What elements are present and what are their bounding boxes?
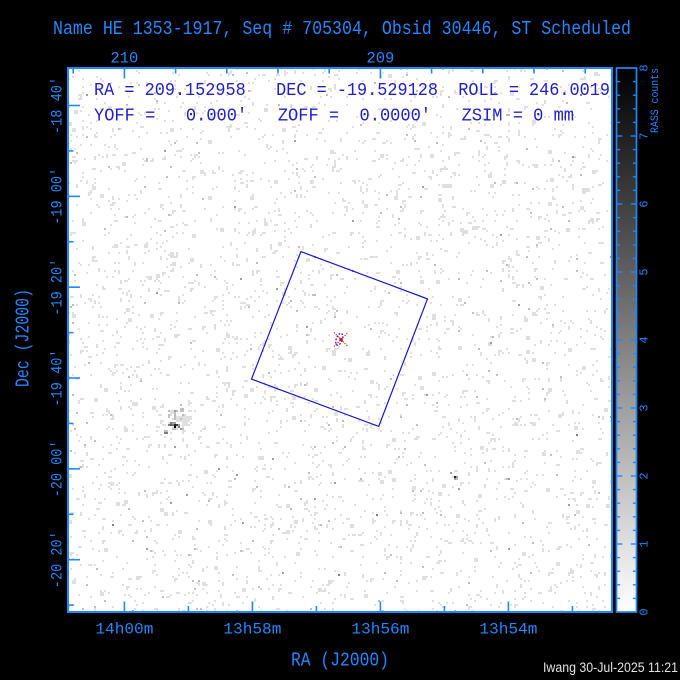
svg-text:7: 7 bbox=[638, 132, 652, 139]
svg-text:2: 2 bbox=[638, 472, 652, 479]
svg-text:-19 40': -19 40' bbox=[49, 350, 67, 407]
svg-text:4: 4 bbox=[638, 336, 652, 343]
svg-text:5: 5 bbox=[638, 268, 652, 275]
svg-text:1: 1 bbox=[638, 540, 652, 547]
svg-text:0: 0 bbox=[638, 608, 652, 615]
svg-text:209: 209 bbox=[366, 50, 394, 68]
svg-text:13h58m: 13h58m bbox=[223, 621, 281, 639]
svg-text:Iwang 30-Jul-2025 11:21: Iwang 30-Jul-2025 11:21 bbox=[543, 660, 678, 675]
svg-text:YOFF = 0.000' ZOFF = 0.00: YOFF = 0.000' ZOFF = 0.0000' ZSIM = 0 mm bbox=[94, 107, 574, 127]
svg-text:-20 00': -20 00' bbox=[49, 440, 67, 497]
svg-text:14h00m: 14h00m bbox=[95, 621, 153, 639]
svg-text:RASS counts: RASS counts bbox=[650, 68, 662, 133]
svg-text:13h54m: 13h54m bbox=[479, 621, 537, 639]
svg-text:RA = 209.152958 DEC = -19.52: RA = 209.152958 DEC = -19.529128 ROLL = … bbox=[94, 81, 610, 101]
svg-text:RA (J2000): RA (J2000) bbox=[291, 650, 389, 672]
svg-text:210: 210 bbox=[110, 50, 138, 68]
svg-text:-18 40': -18 40' bbox=[49, 77, 67, 134]
svg-text:3: 3 bbox=[638, 404, 652, 411]
svg-text:-20 20': -20 20' bbox=[49, 531, 67, 588]
svg-text:8: 8 bbox=[638, 64, 652, 71]
svg-text:-19 00': -19 00' bbox=[49, 168, 67, 225]
svg-text:6: 6 bbox=[638, 200, 652, 207]
svg-text:13h56m: 13h56m bbox=[351, 621, 409, 639]
svg-text:-19 20': -19 20' bbox=[49, 259, 67, 316]
svg-text:Name HE 1353-1917, Seq # 70530: Name HE 1353-1917, Seq # 705304, Obsid 3… bbox=[53, 18, 631, 40]
svg-text:Dec (J2000): Dec (J2000) bbox=[13, 289, 35, 387]
